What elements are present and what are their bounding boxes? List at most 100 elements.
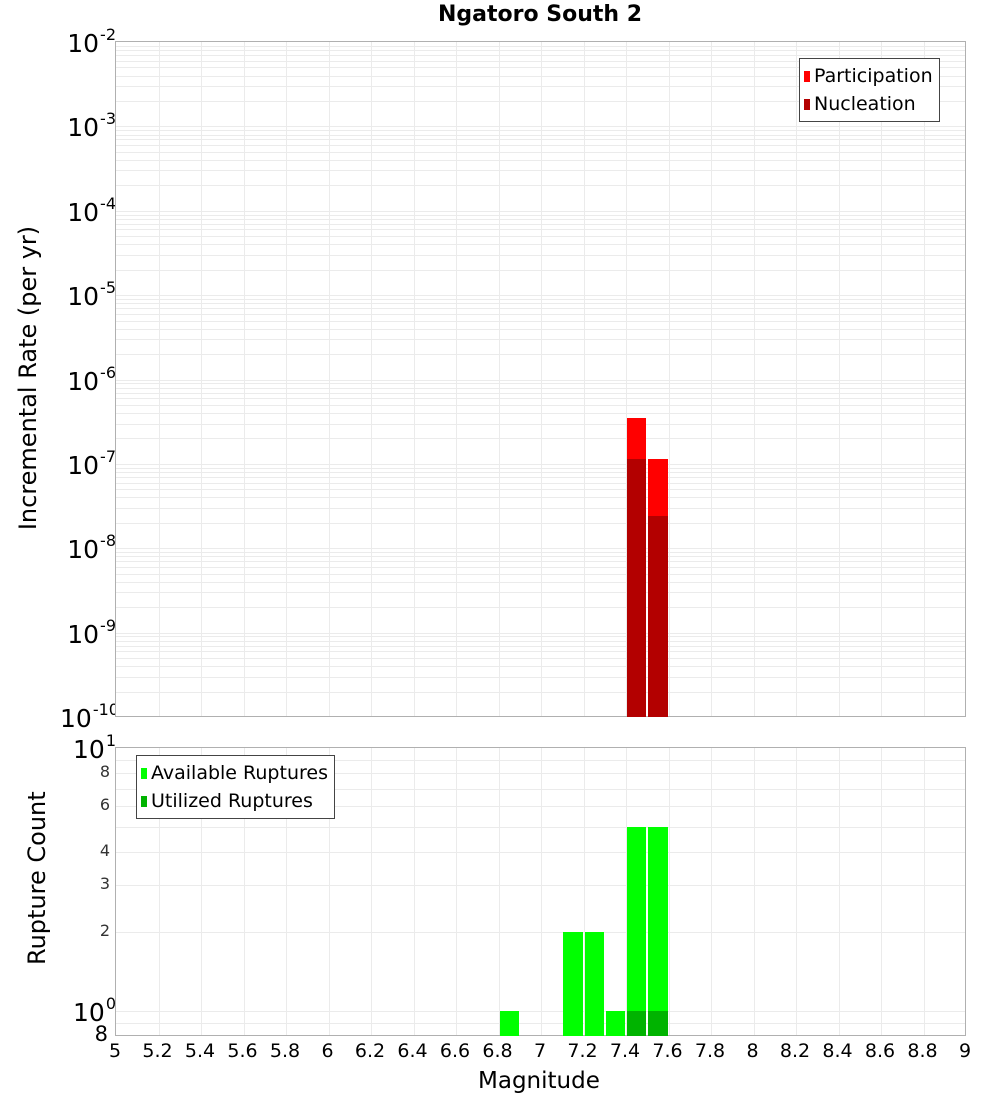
y-tick-label: 10-4 <box>60 194 116 227</box>
y-tick-label: 4 <box>60 841 110 860</box>
grid-line-horizontal <box>116 852 965 853</box>
grid-line-horizontal <box>116 219 965 220</box>
x-tick-label: 6.4 <box>397 1040 427 1062</box>
grid-line-vertical <box>796 748 797 1035</box>
grid-line-vertical <box>414 748 415 1035</box>
grid-line-horizontal <box>116 130 965 131</box>
grid-line-horizontal <box>116 388 965 389</box>
bottom-legend: Available Ruptures Utilized Ruptures <box>136 755 335 819</box>
grid-line-horizontal <box>116 405 965 406</box>
x-tick-label: 8.8 <box>907 1040 937 1062</box>
y-tick-label: 3 <box>60 874 110 893</box>
grid-line-horizontal <box>116 145 965 146</box>
bar-utilized-ruptures <box>648 1011 667 1036</box>
grid-line-horizontal <box>116 468 965 469</box>
grid-line-horizontal <box>116 185 965 186</box>
grid-line-horizontal <box>116 641 965 642</box>
bottom-y-axis-label: Rupture Count <box>23 815 51 965</box>
grid-line-horizontal <box>116 636 965 637</box>
bar-nucleation <box>648 516 667 717</box>
grid-line-horizontal <box>116 244 965 245</box>
top-plot-area <box>115 41 966 717</box>
grid-line-vertical <box>754 748 755 1035</box>
y-tick-label: 10-10 <box>60 700 116 733</box>
grid-line-horizontal <box>116 607 965 608</box>
x-tick-label: 6 <box>321 1040 333 1062</box>
grid-line-horizontal <box>116 827 965 828</box>
x-tick-label: 6.6 <box>440 1040 470 1062</box>
x-tick-label: 7.4 <box>610 1040 640 1062</box>
grid-line-horizontal <box>116 383 965 384</box>
grid-line-horizontal <box>116 308 965 309</box>
grid-line-vertical <box>541 748 542 1035</box>
x-tick-label: 7.2 <box>567 1040 597 1062</box>
x-tick-label: 8 <box>746 1040 758 1062</box>
x-tick-label: 5.8 <box>270 1040 300 1062</box>
grid-line-horizontal <box>116 215 965 216</box>
x-tick-label: 5 <box>109 1040 121 1062</box>
y-tick-label: 100 <box>60 994 116 1027</box>
x-axis-label: Magnitude <box>478 1068 600 1094</box>
y-tick-label: 10-6 <box>60 363 116 396</box>
bar-available-ruptures <box>648 827 667 1036</box>
grid-line-horizontal <box>116 299 965 300</box>
grid-line-horizontal <box>116 666 965 667</box>
bar-available-ruptures <box>585 932 604 1036</box>
grid-line-horizontal <box>116 329 965 330</box>
grid-line-vertical <box>881 748 882 1035</box>
bar-available-ruptures <box>563 932 582 1036</box>
x-tick-label: 9 <box>959 1040 971 1062</box>
participation-swatch-icon <box>804 71 810 82</box>
grid-line-horizontal <box>116 548 965 549</box>
grid-line-horizontal <box>116 1011 965 1012</box>
y-tick-label: 10-7 <box>60 447 116 480</box>
grid-line-horizontal <box>116 592 965 593</box>
grid-line-horizontal <box>116 633 965 634</box>
grid-line-horizontal <box>116 393 965 394</box>
x-tick-label: 7.6 <box>652 1040 682 1062</box>
grid-line-horizontal <box>116 472 965 473</box>
grid-line-horizontal <box>116 46 965 47</box>
grid-line-horizontal <box>116 646 965 647</box>
grid-line-horizontal <box>116 152 965 153</box>
grid-line-horizontal <box>116 692 965 693</box>
grid-line-horizontal <box>116 126 965 127</box>
bar-utilized-ruptures <box>627 1011 646 1036</box>
grid-line-vertical <box>924 748 925 1035</box>
x-tick-label: 8.6 <box>865 1040 895 1062</box>
grid-line-vertical <box>711 748 712 1035</box>
top-y-axis-label: Incremental Rate (per yr) <box>14 223 42 533</box>
grid-line-horizontal <box>116 489 965 490</box>
grid-line-vertical <box>371 748 372 1035</box>
x-tick-label: 6.2 <box>355 1040 385 1062</box>
legend-item-participation: Participation <box>804 62 933 90</box>
y-tick-label: 10-3 <box>60 109 116 142</box>
grid-line-horizontal <box>116 303 965 304</box>
grid-line-horizontal <box>116 651 965 652</box>
y-tick-label: 6 <box>60 795 110 814</box>
grid-line-horizontal <box>116 321 965 322</box>
bar-nucleation <box>627 459 646 717</box>
grid-line-horizontal <box>116 464 965 465</box>
chart-title: Ngatoro South 2 <box>0 2 1000 27</box>
x-tick-label: 8.2 <box>780 1040 810 1062</box>
grid-line-horizontal <box>116 1023 965 1024</box>
grid-line-horizontal <box>116 339 965 340</box>
grid-line-vertical <box>499 748 500 1035</box>
y-tick-label: 101 <box>60 731 116 764</box>
x-tick-label: 5.6 <box>227 1040 257 1062</box>
grid-line-horizontal <box>116 380 965 381</box>
grid-line-horizontal <box>116 139 965 140</box>
legend-item-available: Available Ruptures <box>141 759 328 787</box>
y-tick-label: 10-2 <box>60 25 116 58</box>
grid-line-horizontal <box>116 354 965 355</box>
grid-line-horizontal <box>116 236 965 237</box>
grid-line-horizontal <box>116 582 965 583</box>
utilized-swatch-icon <box>141 796 147 807</box>
y-tick-label: 8 <box>60 762 110 781</box>
x-tick-label: 5.4 <box>185 1040 215 1062</box>
grid-line-horizontal <box>116 497 965 498</box>
top-legend: Participation Nucleation <box>799 58 940 122</box>
grid-line-horizontal <box>116 229 965 230</box>
bar-available-ruptures <box>606 1011 625 1036</box>
